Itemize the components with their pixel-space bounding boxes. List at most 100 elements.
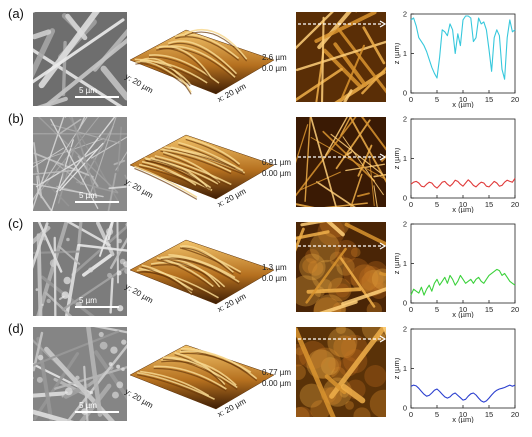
afm-z-min: 0.0 µm: [262, 274, 287, 283]
afm-z-scale: 2.6 µm 0.0 µm: [262, 52, 287, 74]
graphic-element: [327, 327, 358, 358]
graphic-element: [57, 118, 82, 136]
graphic-element: [56, 117, 116, 193]
graphic-element: [33, 409, 75, 421]
afm-z-max: 2.6 µm: [262, 53, 287, 62]
x-tick-label: 15: [485, 410, 493, 419]
graphic-element: [160, 258, 240, 285]
x-tick-label: 5: [435, 305, 439, 314]
graphic-element: [175, 36, 239, 61]
graphic-element: [302, 258, 318, 274]
x-tick-label: 10: [459, 200, 467, 209]
graphic-element: [364, 260, 386, 285]
graphic-element: [341, 287, 386, 306]
graphic-element: [33, 352, 80, 421]
graphic-element: [345, 400, 355, 410]
graphic-element: [88, 403, 92, 407]
graphic-element: [306, 287, 362, 294]
graphic-element: [364, 365, 386, 388]
x-tick-label: 0: [409, 200, 413, 209]
graphic-element: [99, 341, 108, 350]
graphic-element: [117, 126, 122, 172]
x-tick-label: 20: [511, 305, 519, 314]
graphic-element: [33, 18, 125, 84]
graphic-element: [138, 165, 213, 193]
graphic-element: [305, 248, 320, 264]
row-label: (b): [8, 111, 24, 126]
graphic-element: [336, 27, 386, 94]
graphic-element: [64, 243, 81, 316]
graphic-element: [333, 42, 367, 87]
graphic-element: [296, 12, 334, 50]
x-tick-label: 15: [485, 305, 493, 314]
y-tick-label: 2: [403, 115, 407, 124]
scale-bar: [75, 306, 119, 308]
graphic-element: [123, 261, 127, 268]
graphic-element: [33, 169, 76, 175]
sem-image: 5 µm: [33, 12, 127, 106]
graphic-element: [33, 29, 52, 40]
plot-svg: 0 5 10 15 20 0 1 2 x (µm) z (µm): [395, 220, 519, 319]
graphic-element: [148, 56, 220, 86]
graphic-element: [162, 358, 238, 390]
x-axis-label: x (µm): [452, 100, 474, 108]
graphic-element: [154, 157, 232, 188]
scale-bar-label: 5 µm: [79, 296, 97, 305]
y-tick-label: 0: [403, 404, 407, 413]
graphic-element: [63, 276, 71, 285]
graphic-element: [33, 147, 64, 168]
graphic-element: [331, 366, 346, 382]
graphic-element: [121, 339, 127, 345]
graphic-element: [310, 137, 386, 181]
graphic-element: [182, 247, 234, 275]
x-axis-label: x (µm): [452, 205, 474, 213]
row-label: (a): [8, 6, 24, 21]
afm-z-min: 0.0 µm: [262, 64, 287, 73]
graphic-element: [129, 29, 275, 95]
graphic-element: [150, 261, 226, 288]
graphic-element: [134, 165, 198, 199]
graphic-element: [110, 346, 118, 354]
graphic-element: [340, 117, 352, 137]
x-tick-label: 5: [435, 200, 439, 209]
graphic-element: [86, 327, 103, 417]
graphic-element: [33, 250, 80, 255]
graphic-element: [179, 245, 242, 273]
graphic-element: [356, 192, 370, 198]
afm-3d-surface: y: 20 µm x: 20 µm: [124, 325, 278, 425]
graphic-element: [328, 358, 341, 372]
y-tick-label: 1: [403, 49, 407, 58]
scale-bar-label: 5 µm: [79, 191, 97, 200]
afm-3d-surface: y: 20 µm x: 20 µm: [124, 10, 278, 110]
graphic-element: [124, 174, 127, 181]
x-tick-label: 0: [409, 305, 413, 314]
graphic-element: [129, 134, 275, 200]
graphic-element: [184, 31, 248, 62]
graphic-element: [305, 247, 347, 304]
graphic-element: [307, 260, 324, 276]
afm-3d-surface: y: 20 µm x: 20 µm: [124, 220, 278, 320]
row-label: (c): [8, 216, 24, 231]
y-axis-label: z (µm): [395, 252, 401, 274]
plot-svg: 0 5 10 15 20 0 1 2 x (µm) z (µm): [395, 325, 519, 424]
graphic-element: [33, 12, 127, 106]
graphic-element: [61, 395, 64, 398]
graphic-element: [113, 159, 126, 166]
graphic-element: [185, 138, 240, 167]
graphic-element: [299, 383, 324, 408]
graphic-element: [309, 232, 340, 263]
graphic-element: [35, 171, 70, 207]
graphic-element: [342, 258, 371, 286]
y-tick-label: 0: [403, 194, 407, 203]
y-tick-label: 0: [403, 299, 407, 308]
graphic-element: [296, 406, 313, 417]
x-tick-label: 10: [459, 410, 467, 419]
graphic-element: [353, 407, 371, 417]
profile-line: [410, 15, 516, 80]
graphic-element: [296, 124, 309, 164]
graphic-element: [35, 288, 39, 292]
graphic-element: [178, 141, 236, 168]
graphic-element: [296, 222, 386, 312]
graphic-element: [322, 130, 376, 182]
afm-z-min: 0.00 µm: [262, 379, 292, 388]
